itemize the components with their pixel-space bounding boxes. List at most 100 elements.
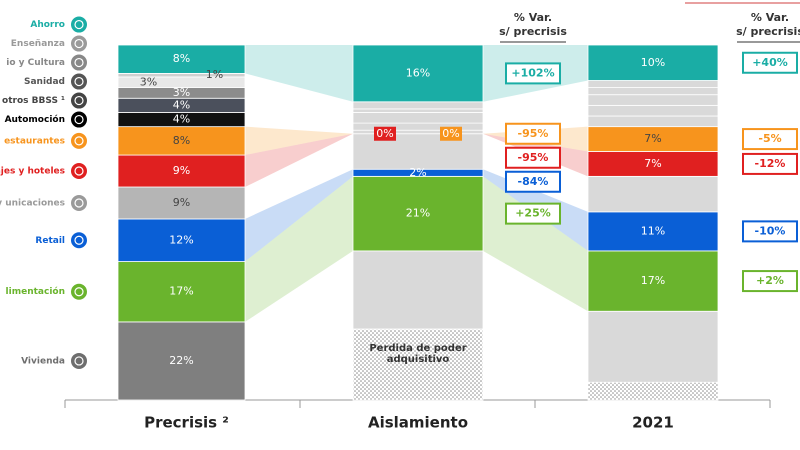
- bar-segment: [117, 73, 246, 78]
- legend-label: estaurantes: [4, 136, 65, 146]
- legend-icon-inner: [74, 198, 84, 208]
- bar-segment: [352, 44, 484, 103]
- value-label: 21%: [406, 207, 430, 220]
- bar-segment: [587, 151, 719, 177]
- legend-label: Vivienda: [21, 356, 65, 366]
- bar-segment: [587, 115, 719, 128]
- value-label: 17%: [169, 285, 193, 298]
- flow-band: [245, 45, 353, 102]
- change-label: -10%: [755, 224, 786, 237]
- bar-segment: [352, 112, 484, 124]
- legend-icon: [71, 92, 87, 109]
- change-label: -5%: [758, 132, 781, 145]
- bar-segment: [117, 126, 246, 156]
- legend-label: ajes y hoteles: [0, 167, 65, 177]
- change-header: % Var.: [751, 11, 789, 24]
- bar-segment: [587, 44, 719, 81]
- legend-label: Retail: [35, 236, 65, 246]
- change-label: -12%: [755, 157, 786, 170]
- change-box: [742, 220, 798, 243]
- legend-icon-inner: [74, 19, 84, 30]
- value-label: 9%: [173, 196, 190, 209]
- bar-segment: [587, 126, 719, 152]
- legend-icon: [71, 163, 87, 180]
- flow-band: [245, 176, 353, 322]
- bar-segment: [117, 44, 246, 74]
- flow-band: [245, 126, 353, 156]
- legend-icon-inner: [74, 95, 84, 106]
- bar-segment: [352, 133, 484, 170]
- bar-segment: [352, 122, 484, 131]
- value-label-bg: [440, 126, 462, 141]
- value-label: 17%: [641, 274, 665, 287]
- value-label: 1%: [206, 68, 223, 81]
- bar-segment: [117, 186, 246, 220]
- value-label: 0%: [442, 127, 459, 140]
- legend-icon: [71, 283, 87, 300]
- legend-label: Ahorro: [30, 20, 65, 30]
- legend-icon: [71, 73, 87, 90]
- value-label: 0%: [376, 127, 393, 140]
- value-label: 9%: [173, 164, 190, 177]
- change-label: +25%: [515, 207, 551, 220]
- bar-segment: [117, 261, 246, 323]
- legend-icon: [71, 35, 87, 52]
- value-label: 11%: [641, 224, 665, 237]
- legend-icon: [71, 194, 87, 211]
- bar-segment: [117, 321, 246, 401]
- legend-icon-inner: [74, 57, 84, 68]
- legend-icon: [71, 16, 87, 33]
- bar-segment: [587, 211, 719, 252]
- legend-label: otros BBSS ¹: [2, 96, 65, 106]
- legend-label: Automoción: [5, 114, 65, 125]
- legend-label: Enseñanza: [11, 39, 65, 49]
- legend-icon-inner: [74, 356, 84, 366]
- legend-icon-inner: [74, 114, 84, 125]
- value-label: 16%: [406, 66, 430, 79]
- x-tick-label: 2021: [632, 414, 674, 432]
- bar-segment: [352, 175, 484, 252]
- change-box: [505, 202, 561, 225]
- bar-segment: [352, 108, 484, 113]
- value-label: 12%: [169, 233, 193, 246]
- value-label: 7%: [644, 157, 661, 170]
- value-label: 8%: [173, 52, 190, 65]
- bar-segment: [352, 101, 484, 110]
- change-box: [505, 170, 561, 193]
- legend-label: uministros y unicaciones: [0, 198, 65, 208]
- change-label: -95%: [518, 127, 549, 140]
- bar-segment: [352, 250, 484, 330]
- change-label: -84%: [518, 175, 549, 188]
- bar-segment: [587, 310, 719, 383]
- bar-segment: [587, 94, 719, 106]
- change-label: +40%: [752, 56, 788, 69]
- bar-segment: [587, 87, 719, 96]
- change-header: s/ precrisis: [499, 25, 567, 38]
- change-label: -95%: [518, 151, 549, 164]
- legend-label: io y Cultura: [6, 58, 65, 68]
- change-box: [505, 146, 561, 169]
- legend-icon-inner: [74, 76, 84, 87]
- value-label: 8%: [173, 134, 190, 147]
- loss-segment: [352, 328, 484, 401]
- bar-segment: [587, 80, 719, 88]
- bar-segment: [352, 129, 484, 135]
- x-tick-label: Precrisis ²: [144, 414, 229, 432]
- bar-segment: [117, 154, 246, 188]
- change-header: s/ precrisis: [736, 25, 800, 38]
- change-header: % Var.: [514, 11, 552, 24]
- value-label: 2%: [409, 166, 426, 179]
- value-label-bg: [374, 126, 396, 141]
- legend-icon-inner: [74, 287, 84, 297]
- flow-band: [245, 133, 353, 187]
- legend-label: limentación: [6, 286, 65, 297]
- bar-segment: [117, 218, 246, 262]
- value-label: 4%: [173, 98, 190, 111]
- change-box: [742, 270, 798, 293]
- legend-icon: [71, 232, 87, 249]
- change-label: +102%: [511, 66, 554, 79]
- bar-segment: [587, 250, 719, 312]
- legend-icon-inner: [74, 235, 84, 245]
- loss-segment: [587, 381, 719, 401]
- legend-icon-inner: [74, 136, 84, 146]
